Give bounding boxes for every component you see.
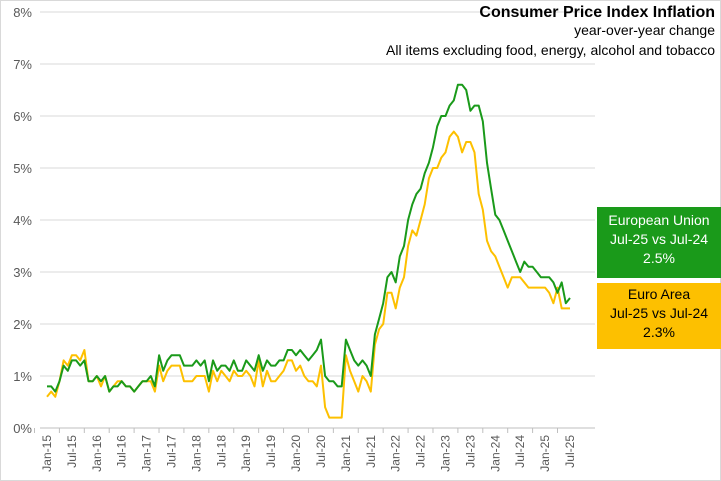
x-tick-label: Jan-25 xyxy=(538,435,552,472)
x-tick-label: Jul-17 xyxy=(165,435,179,468)
y-tick-label: 2% xyxy=(13,317,32,332)
y-tick-label: 3% xyxy=(13,265,32,280)
chart-subtitle-2: All items excluding food, energy, alcoho… xyxy=(386,42,715,58)
y-tick-label: 8% xyxy=(13,5,32,20)
x-tick-label: Jan-21 xyxy=(339,435,353,472)
x-tick-label: Jul-19 xyxy=(264,435,278,468)
chart-subtitle: year-over-year change xyxy=(574,22,715,38)
x-tick-label: Jul-18 xyxy=(214,435,228,468)
y-tick-label: 1% xyxy=(13,369,32,384)
x-tick-label: Jan-24 xyxy=(488,435,502,472)
ea-label-box: Euro Area Jul-25 vs Jul-24 2.3% xyxy=(597,283,721,349)
ea-label-period: Jul-25 vs Jul-24 xyxy=(609,305,709,321)
x-tick-label: Jan-16 xyxy=(90,435,104,472)
x-tick-label: Jan-15 xyxy=(40,435,54,472)
chart-title: Consumer Price Index Inflation xyxy=(479,4,715,21)
y-tick-label: 5% xyxy=(13,161,32,176)
x-tick-label: Jan-20 xyxy=(289,435,303,472)
series-line-euro-area xyxy=(46,130,570,419)
series-line-european-union xyxy=(47,83,571,393)
y-tick-label: 0% xyxy=(13,421,32,436)
eu-label-value: 2.5% xyxy=(643,250,675,266)
x-tick-label: Jan-18 xyxy=(189,435,203,472)
y-tick-label: 4% xyxy=(13,213,32,228)
ea-label-value: 2.3% xyxy=(643,324,675,340)
eu-label-name: European Union xyxy=(608,212,710,228)
x-tick-label: Jul-15 xyxy=(65,435,79,468)
eu-label-period: Jul-25 vs Jul-24 xyxy=(609,231,709,247)
x-tick-label: Jan-19 xyxy=(239,435,253,472)
x-tick-label: Jul-20 xyxy=(314,435,328,468)
x-tick-label: Jul-25 xyxy=(563,435,577,468)
x-tick-label: Jul-16 xyxy=(115,435,129,468)
x-tick-label: Jul-24 xyxy=(513,435,527,468)
eu-label-box: European Union Jul-25 vs Jul-24 2.5% xyxy=(597,207,721,278)
x-tick-label: Jul-21 xyxy=(364,435,378,468)
y-tick-label: 6% xyxy=(13,109,32,124)
x-tick-label: Jul-22 xyxy=(414,435,428,468)
x-tick-label: Jan-17 xyxy=(140,435,154,472)
y-tick-label: 7% xyxy=(13,57,32,72)
x-tick-label: Jan-22 xyxy=(389,435,403,472)
chart-title-block: Consumer Price Index Inflation year-over… xyxy=(386,4,715,58)
ea-label-name: Euro Area xyxy=(627,286,691,302)
x-tick-label: Jan-23 xyxy=(438,435,452,472)
x-tick-label: Jul-23 xyxy=(463,435,477,468)
